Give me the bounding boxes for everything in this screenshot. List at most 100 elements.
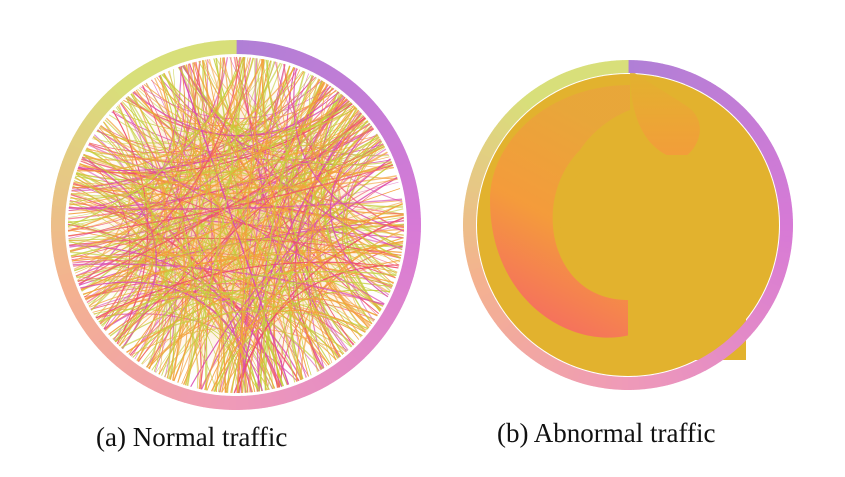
chord-link <box>254 58 404 208</box>
ring-a-segment <box>121 359 136 375</box>
ring-b-segment <box>753 305 768 318</box>
chord-link <box>76 276 260 392</box>
ring-a-segment <box>406 205 421 214</box>
ring-a-segment <box>288 385 300 402</box>
ring-a-segment <box>75 126 92 140</box>
chord-link <box>75 173 384 307</box>
chord-link <box>190 158 391 388</box>
ring-a-segment <box>126 362 141 379</box>
ring-b-segment <box>759 296 774 308</box>
ring-b-segment <box>778 202 793 210</box>
chord-link <box>68 79 321 237</box>
ring-b-segment <box>469 173 484 184</box>
ring-b-segment <box>689 74 701 89</box>
ring-b-segment <box>469 266 484 276</box>
ring-a-segment <box>166 383 178 399</box>
chord-link <box>68 75 314 239</box>
ring-a-segment <box>331 71 346 88</box>
ring-b-segment <box>694 359 706 374</box>
ring-b-segment <box>779 235 793 243</box>
ring-b-segment <box>474 281 490 293</box>
chord-link <box>193 61 370 329</box>
ring-a-segment <box>184 389 195 405</box>
chord-link <box>74 60 208 272</box>
ring-a-segment <box>86 110 102 125</box>
ring-b-segment <box>740 322 755 336</box>
ring-a-segment <box>259 393 269 409</box>
ring-b-segment <box>679 69 691 85</box>
ring-b-segment <box>560 363 572 378</box>
ring-b-segment <box>491 127 506 141</box>
ring-b-segment <box>513 101 527 116</box>
ring-a-segment <box>216 394 225 410</box>
ring-a-segment <box>51 211 66 220</box>
ring-a-segment <box>377 315 393 329</box>
ring-a-segment <box>380 310 397 324</box>
chord-link <box>71 66 186 262</box>
ring-a-segment <box>90 105 106 120</box>
chord-link <box>100 105 153 325</box>
chord-link <box>202 60 222 392</box>
ring-a-segment <box>203 41 213 57</box>
ring-b-segment <box>703 353 716 369</box>
chord-link <box>290 244 403 381</box>
ring-b-segment <box>466 184 481 194</box>
ring-a-segment <box>386 299 403 313</box>
ring-b-segment <box>708 85 721 100</box>
ring-a-segment <box>223 40 231 55</box>
ring-b-segment <box>778 240 793 249</box>
ring-a-segment <box>341 79 356 95</box>
ring-b-segment <box>643 375 651 390</box>
ring-a-segment <box>210 40 219 56</box>
ring-a-segment <box>51 236 66 245</box>
ring-b-segment <box>659 63 669 78</box>
chord-link <box>93 135 177 380</box>
ring-a-segment <box>89 329 106 344</box>
ring-b-segment <box>744 318 759 332</box>
ring-b-segment <box>759 142 774 155</box>
chord-link <box>127 96 195 387</box>
ring-a-segment <box>142 372 156 389</box>
ring-a-segment <box>72 131 89 145</box>
ring-a-segment <box>288 49 300 65</box>
chord-link <box>184 64 396 279</box>
chord-link <box>132 91 344 137</box>
ring-b-segment <box>490 309 506 322</box>
ring-a-segment <box>209 394 219 409</box>
chord-link <box>307 86 333 364</box>
ring-b-segment <box>779 213 793 221</box>
ring-b-segment <box>632 376 640 390</box>
chord-link <box>141 115 364 365</box>
chord-link <box>257 140 382 392</box>
ring-a-segment <box>236 40 244 55</box>
ring-a-segment <box>148 375 162 392</box>
chord-link <box>182 65 403 251</box>
ring-a-segment <box>190 390 201 406</box>
chord-link <box>114 280 393 343</box>
chord-link <box>226 93 342 393</box>
ring-a-segment <box>59 277 76 289</box>
chord-link <box>184 57 246 386</box>
ring-b-segment <box>704 82 716 97</box>
ring-b-segment <box>694 76 706 92</box>
ring-b-segment <box>740 114 755 128</box>
ring-a-segment <box>66 143 83 156</box>
ring-a-segment <box>310 58 324 75</box>
ring-b-segment <box>610 376 618 390</box>
ring-a-segment <box>66 294 83 307</box>
ring-a-segment <box>154 55 167 72</box>
chord-link <box>69 57 251 206</box>
ring-a-segment <box>52 248 68 258</box>
ring-b-segment <box>463 212 477 220</box>
ring-b-segment <box>716 344 730 359</box>
ring-a-segment <box>112 82 127 98</box>
ring-a-segment <box>300 53 312 70</box>
chord-link <box>95 105 150 318</box>
ring-a-segment <box>160 53 173 69</box>
ring-a-segment <box>331 363 345 379</box>
ring-b-segment <box>648 374 657 389</box>
ring-a-segment <box>392 149 408 162</box>
ring-a-segment <box>55 179 71 190</box>
ring-b-segment <box>756 301 771 313</box>
ring-b-segment <box>545 356 557 371</box>
